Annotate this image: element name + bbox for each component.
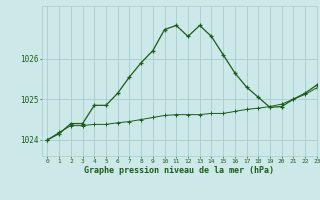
X-axis label: Graphe pression niveau de la mer (hPa): Graphe pression niveau de la mer (hPa)	[84, 166, 274, 175]
